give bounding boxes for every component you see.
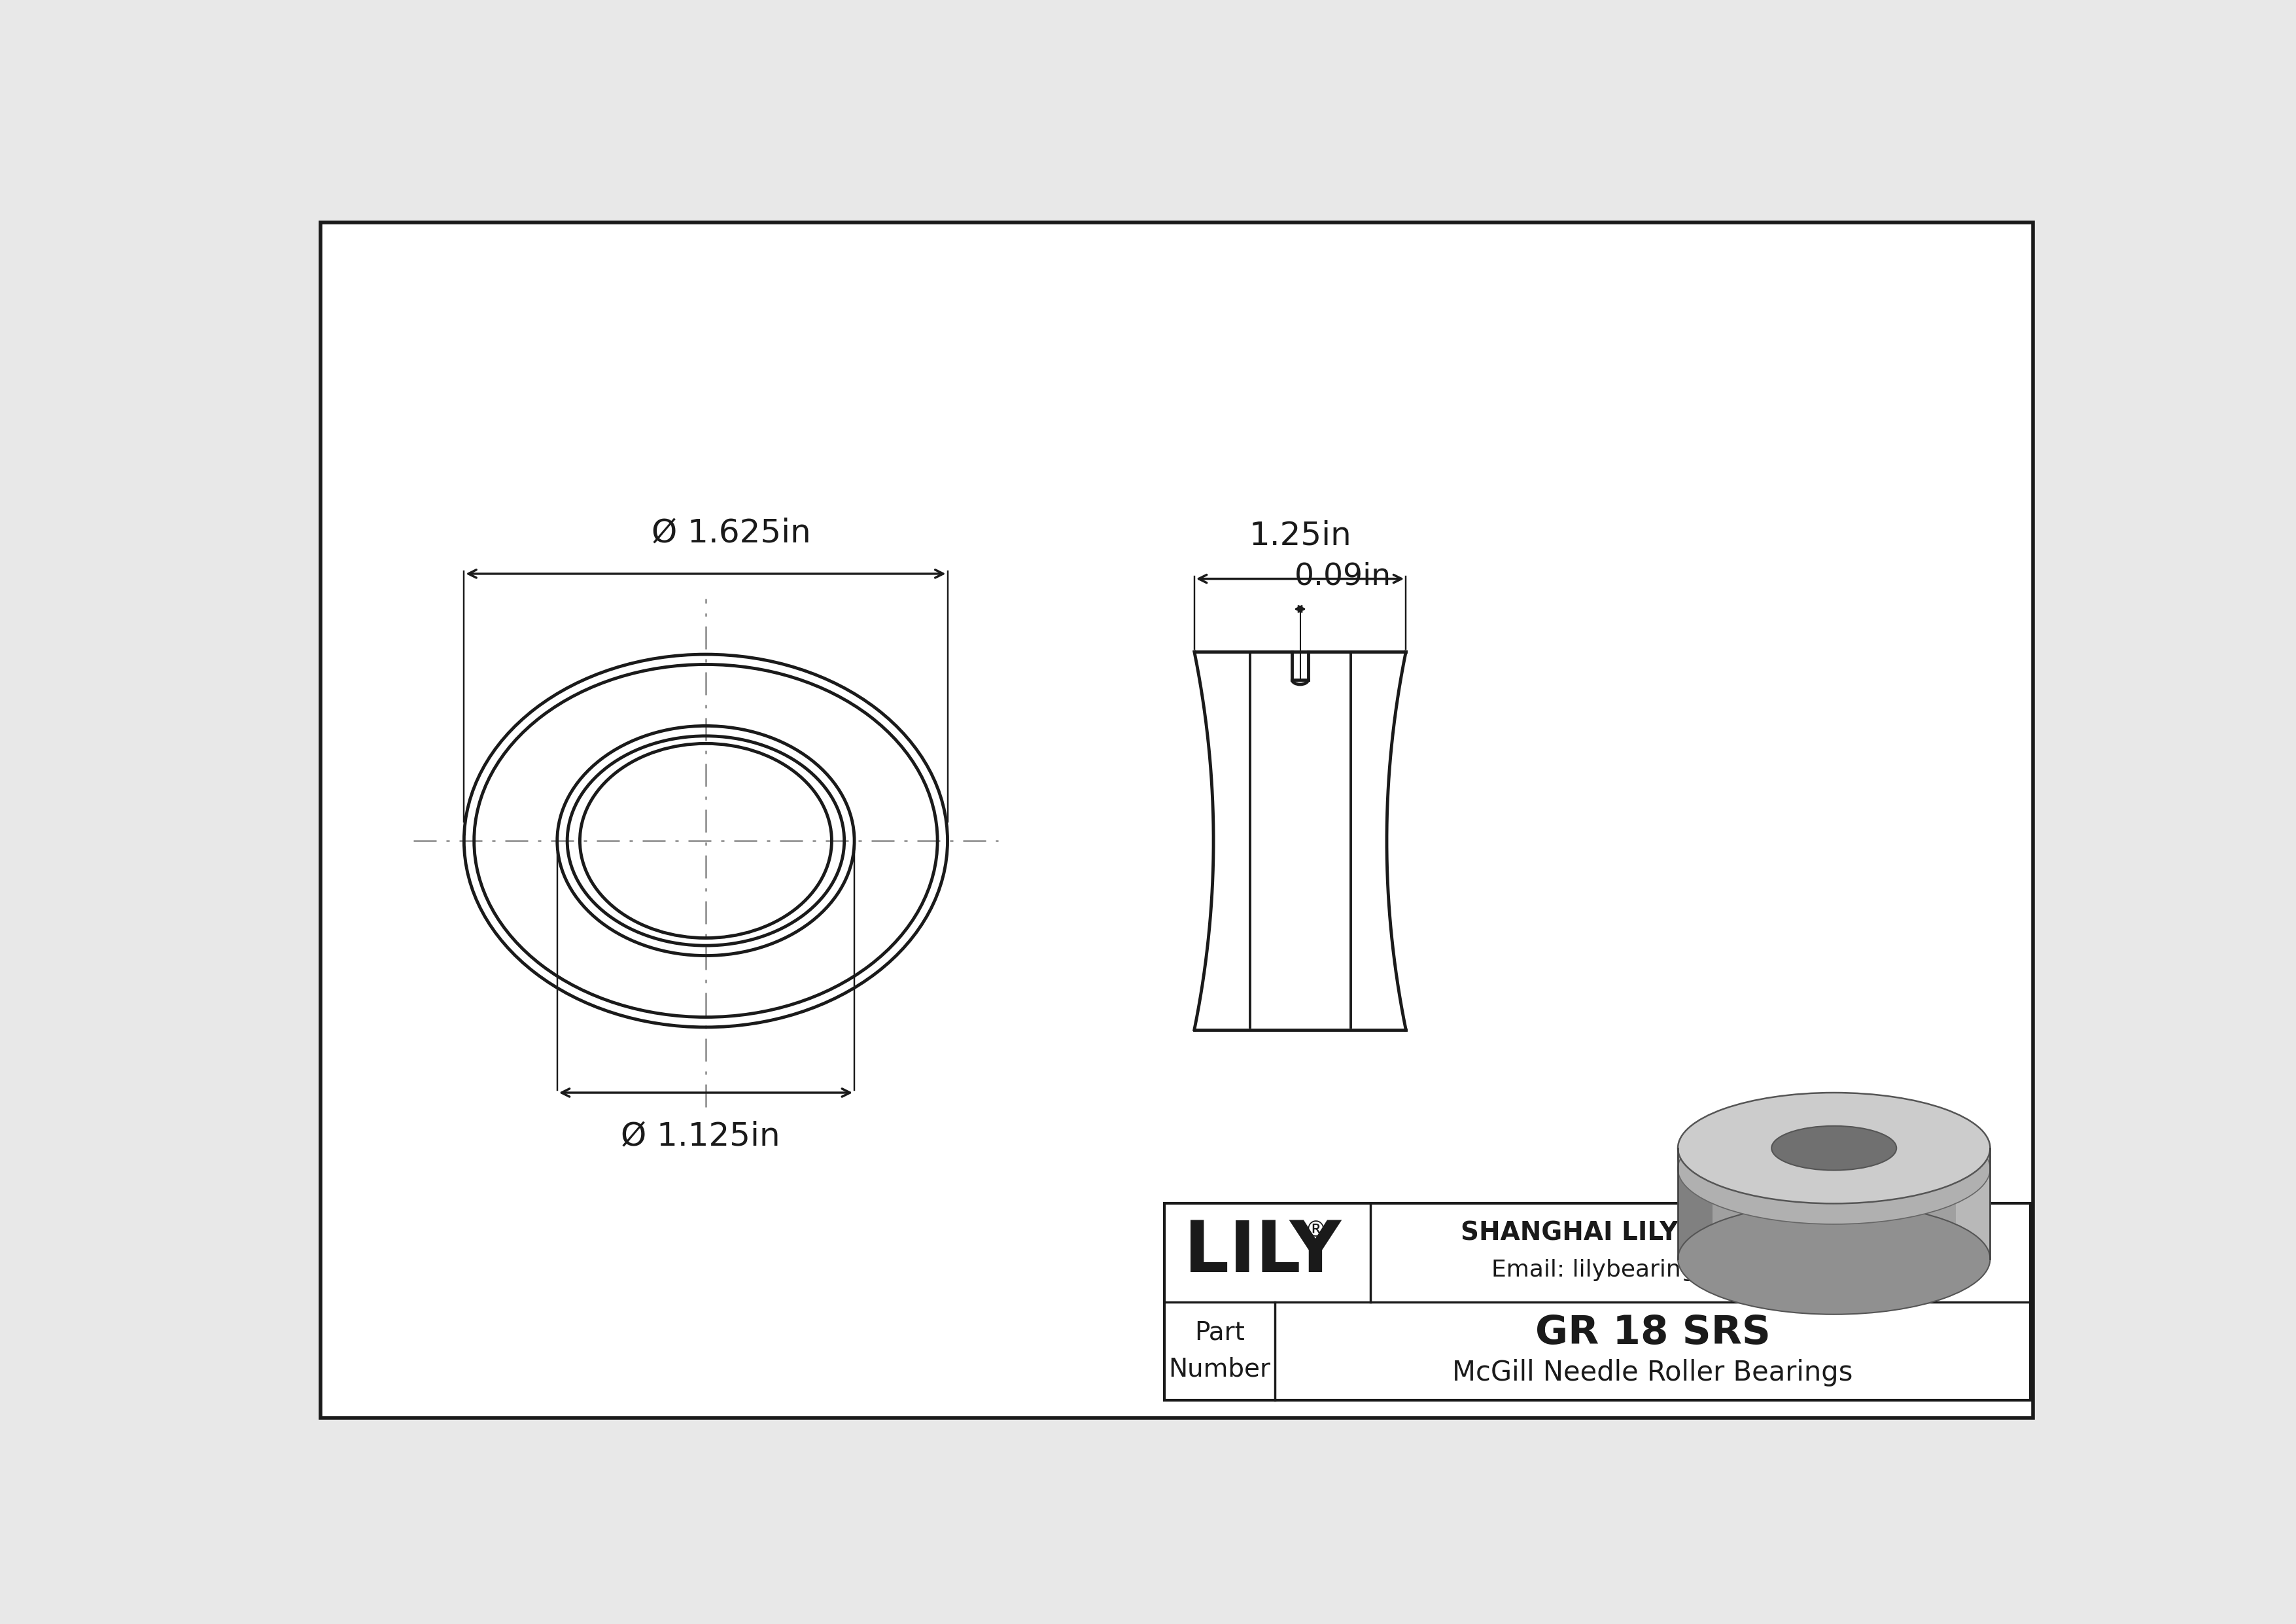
Polygon shape: [1678, 1148, 1991, 1259]
Text: GR 18 SRS: GR 18 SRS: [1536, 1314, 1770, 1353]
Text: 1.25in: 1.25in: [1249, 520, 1352, 551]
Ellipse shape: [1678, 1203, 1991, 1314]
Text: Ø 1.125in: Ø 1.125in: [620, 1121, 781, 1151]
Text: ®: ®: [1304, 1220, 1327, 1241]
Ellipse shape: [1678, 1093, 1991, 1203]
Text: Part
Number: Part Number: [1169, 1320, 1270, 1382]
Ellipse shape: [1678, 1114, 1991, 1224]
Text: LILY: LILY: [1185, 1218, 1341, 1288]
Polygon shape: [1956, 1148, 1991, 1259]
Text: Email: lilybearing@lily-bearing.com: Email: lilybearing@lily-bearing.com: [1492, 1259, 1910, 1281]
Bar: [1164, 1203, 2030, 1400]
Text: Ø 1.625in: Ø 1.625in: [652, 516, 810, 549]
Text: McGill Needle Roller Bearings: McGill Needle Roller Bearings: [1453, 1359, 1853, 1387]
Ellipse shape: [1678, 1103, 1991, 1213]
Text: SHANGHAI LILY BEARING LIMITED: SHANGHAI LILY BEARING LIMITED: [1460, 1221, 1940, 1246]
Bar: [1678, 1158, 1991, 1169]
Ellipse shape: [1773, 1125, 1896, 1171]
Text: 0.09in: 0.09in: [1295, 562, 1391, 591]
Polygon shape: [1678, 1148, 1713, 1259]
